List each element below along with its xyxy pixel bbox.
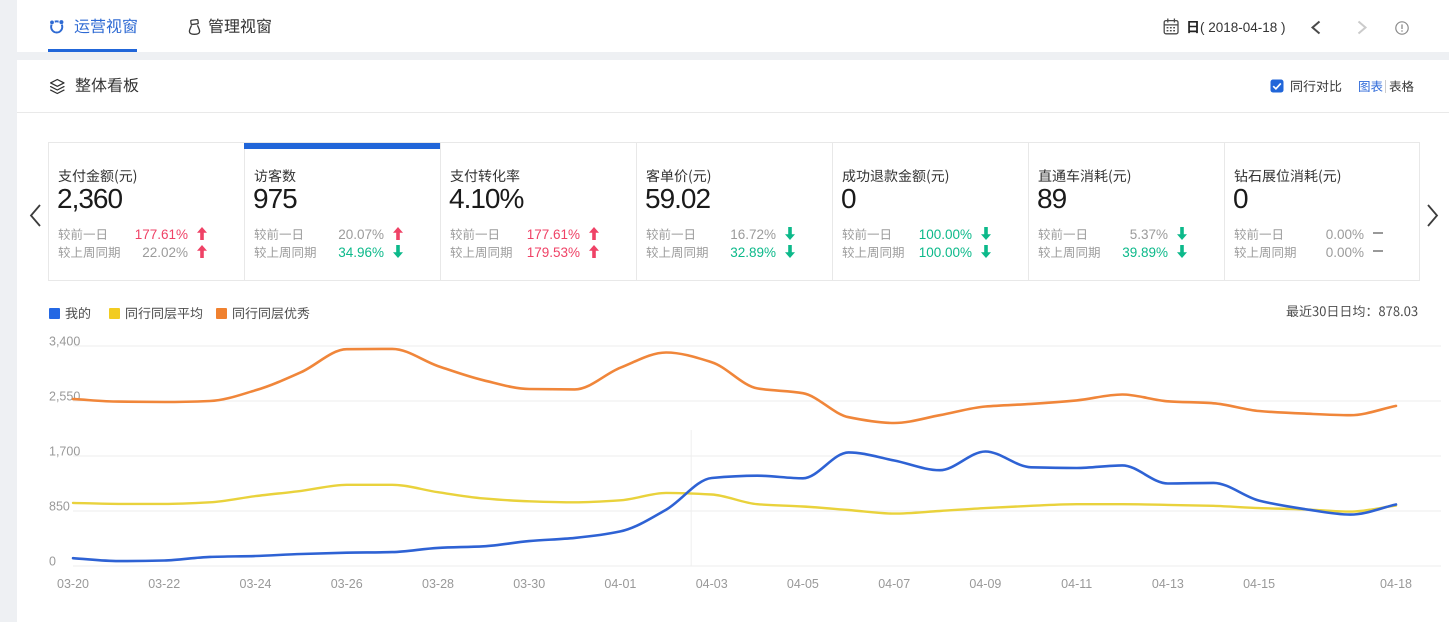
svg-text:04-09: 04-09 — [969, 577, 1001, 591]
svg-text:03-26: 03-26 — [331, 577, 363, 591]
svg-text:04-13: 04-13 — [1152, 577, 1184, 591]
svg-text:03-30: 03-30 — [513, 577, 545, 591]
svg-text:04-01: 04-01 — [604, 577, 636, 591]
svg-text:3,400: 3,400 — [49, 335, 80, 349]
svg-text:03-24: 03-24 — [240, 577, 272, 591]
svg-text:04-11: 04-11 — [1061, 577, 1092, 591]
svg-text:03-22: 03-22 — [148, 577, 180, 591]
svg-text:04-03: 04-03 — [696, 577, 728, 591]
svg-text:850: 850 — [49, 500, 70, 514]
svg-text:2,550: 2,550 — [49, 390, 80, 404]
svg-text:1,700: 1,700 — [49, 445, 80, 459]
svg-text:03-28: 03-28 — [422, 577, 454, 591]
svg-text:04-07: 04-07 — [878, 577, 910, 591]
svg-text:04-05: 04-05 — [787, 577, 819, 591]
svg-text:03-20: 03-20 — [57, 577, 89, 591]
svg-text:0: 0 — [49, 555, 56, 569]
svg-text:04-15: 04-15 — [1243, 577, 1275, 591]
svg-text:04-18: 04-18 — [1380, 577, 1412, 591]
